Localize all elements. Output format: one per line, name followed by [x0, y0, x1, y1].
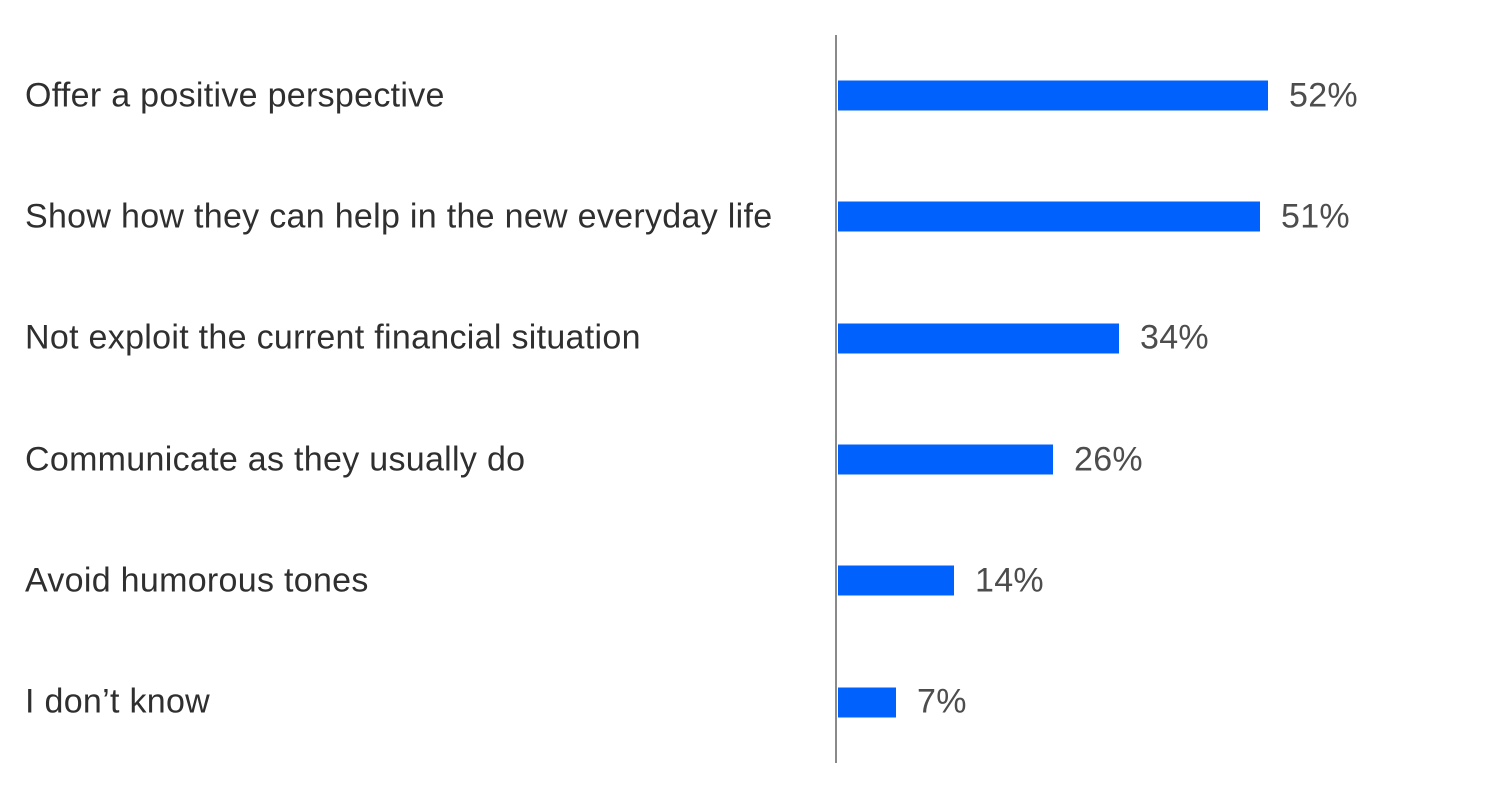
- bar-group: 26%: [838, 440, 1143, 479]
- bar-group: 52%: [838, 76, 1358, 115]
- bar: [838, 565, 954, 596]
- chart-row: Show how they can help in the new everyd…: [0, 156, 1500, 277]
- category-label: Show how they can help in the new everyd…: [25, 197, 773, 236]
- chart-row: Avoid humorous tones 14%: [0, 520, 1500, 641]
- category-label: Communicate as they usually do: [25, 440, 526, 479]
- category-label: Avoid humorous tones: [25, 561, 369, 600]
- chart-row: I don’t know 7%: [0, 642, 1500, 763]
- bar: [838, 323, 1119, 354]
- value-label: 7%: [917, 682, 967, 721]
- value-label: 51%: [1281, 197, 1350, 236]
- value-label: 26%: [1074, 440, 1143, 479]
- bar-group: 51%: [838, 197, 1350, 236]
- value-label: 52%: [1289, 76, 1358, 115]
- value-label: 14%: [975, 561, 1044, 600]
- category-label: Offer a positive perspective: [25, 76, 445, 115]
- category-label: I don’t know: [25, 682, 211, 721]
- category-label: Not exploit the current financial situat…: [25, 318, 641, 357]
- chart-row: Not exploit the current financial situat…: [0, 278, 1500, 399]
- chart-row: Offer a positive perspective 52%: [0, 35, 1500, 156]
- chart-row: Communicate as they usually do 26%: [0, 399, 1500, 520]
- chart-rows: Offer a positive perspective 52% Show ho…: [0, 35, 1500, 763]
- bar: [838, 687, 896, 718]
- bar-group: 7%: [838, 683, 967, 722]
- bar-group: 34%: [838, 319, 1209, 358]
- value-label: 34%: [1140, 318, 1209, 357]
- y-axis-line: [835, 35, 837, 763]
- bar: [838, 444, 1053, 475]
- bar: [838, 201, 1260, 232]
- bar-group: 14%: [838, 561, 1044, 600]
- bar: [838, 80, 1268, 111]
